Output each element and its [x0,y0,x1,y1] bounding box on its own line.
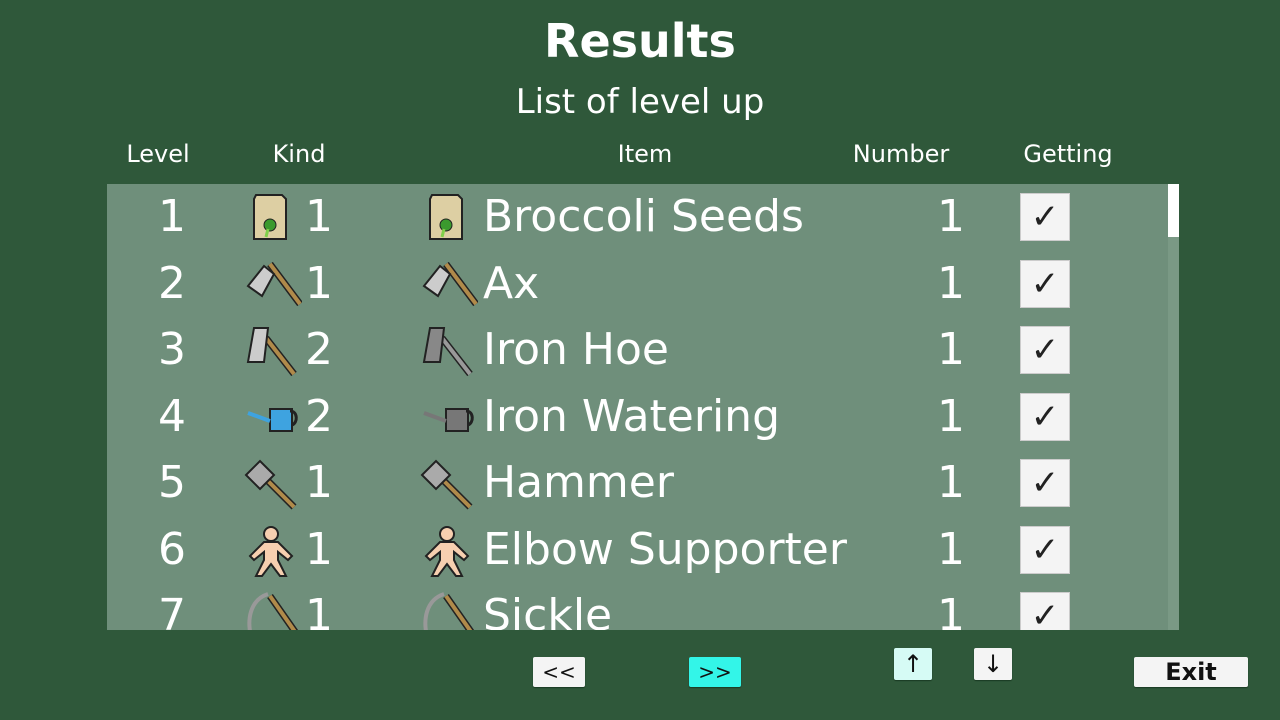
check-mark-icon: ✓ [1030,396,1060,437]
getting-checkbox[interactable]: ✓ [1020,326,1070,374]
check-mark-icon: ✓ [1030,463,1060,503]
prev-page-button[interactable]: << [533,657,585,687]
getting-checkbox[interactable]: ✓ [1020,525,1070,574]
kind-number: 2 [305,324,333,375]
scroll-down-button[interactable]: ↓ [974,648,1012,680]
getting-checkbox[interactable]: ✓ [1020,459,1070,507]
item-name: Ax [483,257,540,309]
result-row: 6 1 Elbow Supporter 1 ✓ [107,518,1167,584]
item-name: Iron Watering [483,390,780,442]
item-number: 1 [937,457,965,508]
hammer-icon [420,459,473,510]
check-mark-icon: ✓ [1030,330,1060,370]
getting-checkbox[interactable]: ✓ [1020,259,1070,308]
axe-icon [246,261,302,306]
item-number: 1 [937,590,965,630]
level-value: 4 [158,390,186,442]
next-page-button[interactable]: >> [689,657,741,687]
level-value: 7 [158,590,186,630]
kind-number: 1 [305,191,333,242]
item-name: Elbow Supporter [483,523,847,575]
hammer-icon [244,459,297,510]
item-number: 1 [937,324,965,375]
results-list: 7 1 Sickle 1 ✓ 6 1 Elbow Supporter 1 ✓ 5 1… [107,184,1179,630]
body-icon [248,525,294,577]
sickle-icon [247,592,299,630]
getting-checkbox[interactable]: ✓ [1020,592,1070,630]
seed-bag-icon [253,194,287,240]
check-mark-icon: ✓ [1030,263,1060,304]
getting-checkbox[interactable]: ✓ [1020,392,1070,441]
header-item: Item [617,140,673,168]
scrollbar-thumb[interactable] [1168,184,1179,237]
level-value: 3 [158,324,186,375]
result-row: 5 1 Hammer 1 ✓ [107,451,1167,517]
header-level: Level [126,140,190,168]
kind-number: 2 [305,390,333,442]
iron-hoe-icon [422,327,473,377]
item-number: 1 [937,191,965,242]
hoe-icon [246,327,297,377]
header-getting: Getting [1023,140,1113,168]
result-row: 1 1 Broccoli Seeds 1 ✓ [107,185,1167,251]
result-row: 2 1 Ax 1 ✓ [107,252,1167,318]
item-name: Hammer [483,457,674,508]
kind-number: 1 [305,590,333,630]
kind-number: 1 [305,457,333,508]
scroll-up-button[interactable]: ↑ [894,648,932,680]
level-value: 6 [158,523,186,575]
kind-number: 1 [305,523,333,575]
getting-checkbox[interactable]: ✓ [1020,193,1070,241]
sickle-icon [423,592,475,630]
kind-number: 1 [305,257,333,309]
check-mark-icon: ✓ [1030,197,1060,237]
item-name: Sickle [483,590,613,630]
iron-watering-can-icon [423,407,474,432]
check-mark-icon: ✓ [1030,596,1060,630]
item-number: 1 [937,523,965,575]
watering-can-icon [247,407,298,432]
level-value: 1 [158,191,186,242]
item-name: Broccoli Seeds [483,191,804,242]
result-row: 7 1 Sickle 1 ✓ [107,584,1167,630]
item-number: 1 [937,257,965,309]
scrollbar[interactable] [1168,184,1179,630]
exit-button[interactable]: Exit [1134,657,1248,687]
page-title: Results [544,14,736,68]
item-name: Iron Hoe [483,324,669,375]
level-value: 2 [158,257,186,309]
page-subtitle: List of level up [515,82,765,122]
body-icon [424,525,470,577]
level-value: 5 [158,457,186,508]
header-number: Number [852,140,950,168]
axe-icon [422,261,478,306]
check-mark-icon: ✓ [1030,529,1060,570]
item-number: 1 [937,390,965,442]
result-row: 3 2 Iron Hoe 1 ✓ [107,318,1167,384]
seed-bag-icon [429,194,463,240]
result-row: 4 2 Iron Watering 1 ✓ [107,385,1167,451]
header-kind: Kind [272,140,326,168]
